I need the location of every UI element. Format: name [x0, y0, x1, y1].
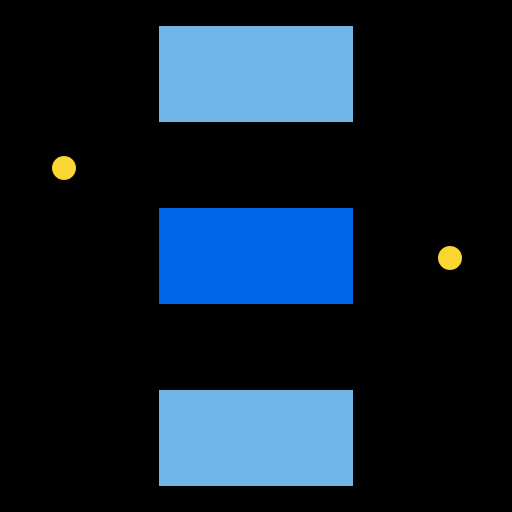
- right-dot: [438, 246, 462, 270]
- diagram-canvas: [0, 0, 512, 512]
- top-rect: [159, 26, 353, 122]
- bottom-rect: [159, 390, 353, 486]
- middle-rect: [159, 208, 353, 304]
- left-dot: [52, 156, 76, 180]
